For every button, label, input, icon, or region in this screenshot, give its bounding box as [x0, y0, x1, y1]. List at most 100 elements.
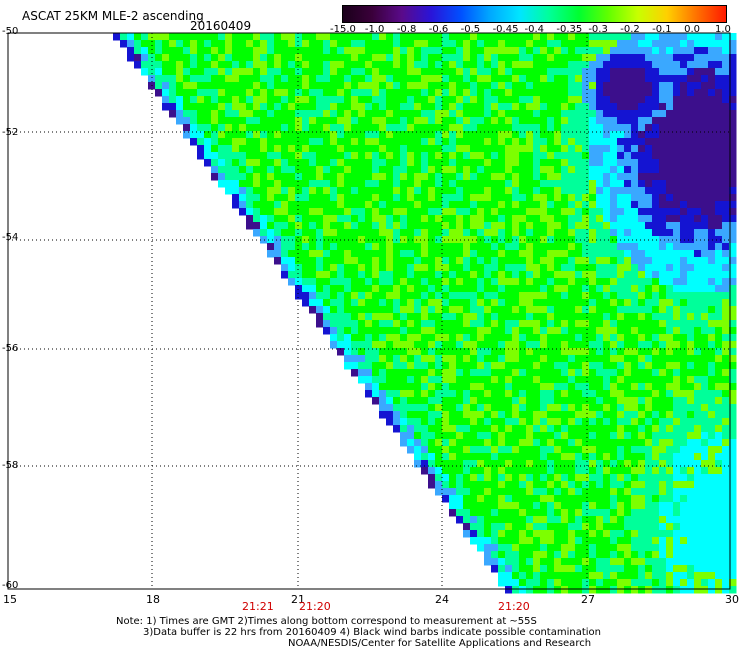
data-cell [554, 278, 562, 286]
data-cell [393, 334, 401, 342]
data-cell [645, 208, 653, 216]
data-cell [442, 40, 450, 48]
data-cell [666, 103, 674, 111]
data-cell [624, 502, 632, 510]
data-cell [428, 383, 436, 391]
data-cell [526, 82, 534, 90]
data-cell [575, 82, 583, 90]
data-cell [337, 75, 345, 83]
data-cell [631, 586, 639, 594]
data-cell [358, 159, 366, 167]
data-cell [729, 236, 737, 244]
data-cell [505, 376, 513, 384]
data-cell [603, 523, 611, 531]
data-cell [400, 257, 408, 265]
data-cell [526, 404, 534, 412]
data-cell [337, 348, 345, 356]
data-cell [701, 54, 709, 62]
data-cell [687, 502, 695, 510]
data-cell [680, 173, 688, 181]
data-cell [512, 348, 520, 356]
data-cell [435, 278, 443, 286]
data-cell [547, 201, 555, 209]
data-cell [659, 565, 667, 573]
data-cell [638, 138, 646, 146]
data-cell [449, 194, 457, 202]
data-cell [701, 110, 709, 118]
data-cell [323, 173, 331, 181]
data-cell [491, 110, 499, 118]
data-cell [386, 54, 394, 62]
data-cell [568, 159, 576, 167]
data-cell [722, 397, 730, 405]
data-cell [477, 404, 485, 412]
data-cell [512, 551, 520, 559]
data-cell [603, 292, 611, 300]
data-cell [442, 124, 450, 132]
data-cell [631, 495, 639, 503]
data-cell [631, 166, 639, 174]
data-cell [428, 180, 436, 188]
data-cell [575, 390, 583, 398]
data-cell [477, 89, 485, 97]
data-cell [603, 166, 611, 174]
data-cell [337, 285, 345, 293]
data-cell [680, 425, 688, 433]
data-cell [561, 201, 569, 209]
data-cell [694, 579, 702, 587]
data-cell [666, 516, 674, 524]
data-cell [428, 166, 436, 174]
data-cell [498, 425, 506, 433]
data-cell [673, 292, 681, 300]
data-cell [603, 54, 611, 62]
data-cell [400, 236, 408, 244]
data-cell [344, 131, 352, 139]
data-cell [372, 145, 380, 153]
data-cell [414, 397, 422, 405]
data-cell [512, 54, 520, 62]
data-cell [526, 250, 534, 258]
data-cell [708, 208, 716, 216]
data-cell [484, 425, 492, 433]
data-cell [435, 138, 443, 146]
data-cell [547, 117, 555, 125]
data-cell [260, 229, 268, 237]
data-cell [372, 257, 380, 265]
data-cell [505, 264, 513, 272]
data-cell [596, 453, 604, 461]
data-cell [533, 460, 541, 468]
data-cell [505, 110, 513, 118]
data-cell [344, 327, 352, 335]
data-cell [694, 33, 702, 41]
data-cell [610, 47, 618, 55]
data-cell [379, 103, 387, 111]
data-cell [666, 173, 674, 181]
data-cell [309, 194, 317, 202]
data-cell [554, 313, 562, 321]
data-cell [358, 117, 366, 125]
data-cell [218, 68, 226, 76]
data-cell [428, 82, 436, 90]
data-cell [393, 264, 401, 272]
data-cell [666, 257, 674, 265]
data-cell [533, 572, 541, 580]
data-cell [498, 418, 506, 426]
data-cell [540, 180, 548, 188]
data-cell [519, 89, 527, 97]
data-cell [456, 418, 464, 426]
data-cell [316, 306, 324, 314]
data-cell [386, 82, 394, 90]
data-cell [463, 327, 471, 335]
data-cell [267, 159, 275, 167]
data-cell [673, 530, 681, 538]
data-cell [638, 474, 646, 482]
data-cell [330, 341, 338, 349]
data-cell [582, 418, 590, 426]
data-cell [701, 117, 709, 125]
data-cell [337, 166, 345, 174]
data-cell [393, 124, 401, 132]
data-cell [680, 145, 688, 153]
data-cell [680, 446, 688, 454]
data-cell [680, 236, 688, 244]
data-cell [330, 187, 338, 195]
